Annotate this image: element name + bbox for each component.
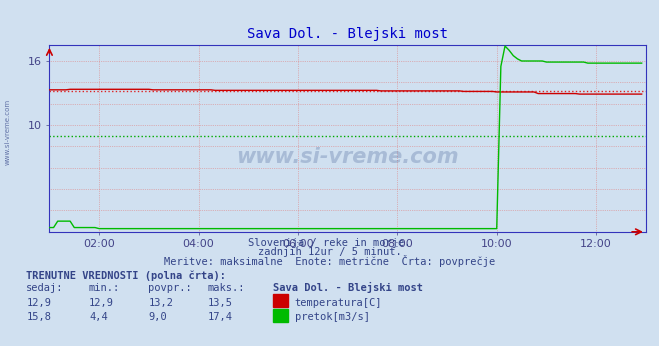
Text: 17,4: 17,4 — [208, 312, 233, 322]
Text: Slovenija / reke in morje.: Slovenija / reke in morje. — [248, 238, 411, 248]
Text: 12,9: 12,9 — [89, 298, 114, 308]
Text: maks.:: maks.: — [208, 283, 245, 293]
Text: pretok[m3/s]: pretok[m3/s] — [295, 312, 370, 322]
Text: zadnjih 12ur / 5 minut.: zadnjih 12ur / 5 minut. — [258, 247, 401, 257]
Text: TRENUTNE VREDNOSTI (polna črta):: TRENUTNE VREDNOSTI (polna črta): — [26, 270, 226, 281]
Text: 15,8: 15,8 — [26, 312, 51, 322]
Text: 4,4: 4,4 — [89, 312, 107, 322]
Text: www.si-vreme.com: www.si-vreme.com — [5, 98, 11, 165]
Text: 9,0: 9,0 — [148, 312, 167, 322]
Text: sedaj:: sedaj: — [26, 283, 64, 293]
Text: temperatura[C]: temperatura[C] — [295, 298, 382, 308]
Text: povpr.:: povpr.: — [148, 283, 192, 293]
Text: 13,5: 13,5 — [208, 298, 233, 308]
Text: 12,9: 12,9 — [26, 298, 51, 308]
Text: min.:: min.: — [89, 283, 120, 293]
Text: Sava Dol. - Blejski most: Sava Dol. - Blejski most — [273, 282, 424, 293]
Text: www.si-vreme.com: www.si-vreme.com — [237, 147, 459, 167]
Title: Sava Dol. - Blejski most: Sava Dol. - Blejski most — [247, 27, 448, 41]
Text: Meritve: maksimalne  Enote: metrične  Črta: povprečje: Meritve: maksimalne Enote: metrične Črta… — [164, 255, 495, 267]
Text: 13,2: 13,2 — [148, 298, 173, 308]
